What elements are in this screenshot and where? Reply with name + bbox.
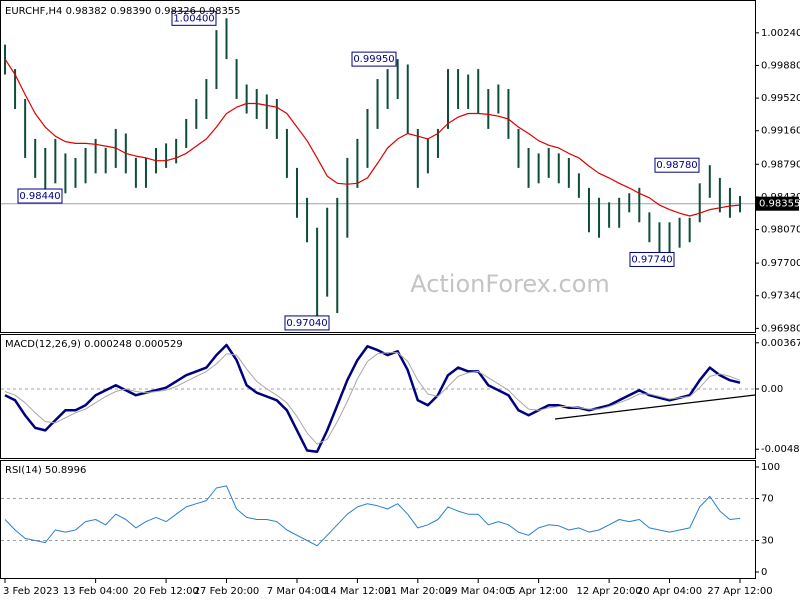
y-tick-label: 30 [761, 536, 774, 547]
price-annotation: 0.97740 [631, 254, 672, 265]
price-annotation: 1.00400 [173, 13, 214, 24]
price-annotation: 0.98440 [19, 191, 60, 202]
y-tick-label: 0.003679 [761, 338, 800, 349]
x-tick-label: 27 Feb 20:00 [194, 586, 260, 597]
pane-title: MACD(12,26,9) 0.000248 0.000529 [5, 339, 183, 350]
price-annotation-box [284, 315, 330, 331]
price-annotation-box [17, 188, 63, 204]
watermark: ActionForex.com [410, 270, 610, 298]
y-tick-label: 1.00240 [761, 28, 800, 39]
y-tick-label: 0.97700 [761, 258, 800, 269]
x-tick-label: 7 Mar 04:00 [267, 586, 327, 597]
x-tick-label: 21 Mar 20:00 [384, 586, 451, 597]
y-tick-label: 0.99880 [761, 60, 800, 71]
x-tick-label: 13 Feb 04:00 [63, 586, 129, 597]
x-tick-label: 20 Feb 12:00 [133, 586, 199, 597]
pane-title: RSI(14) 50.8996 [5, 465, 86, 476]
x-tick-label: 12 Apr 20:00 [577, 586, 642, 597]
price-annotation: 0.99950 [353, 54, 394, 65]
x-tick-label: 20 Apr 04:00 [637, 586, 702, 597]
macd-pane-frame [0, 334, 756, 459]
x-tick-label: 27 Apr 12:00 [707, 586, 772, 597]
price-annotation: 0.98780 [656, 160, 697, 171]
price-annotation: 0.97040 [286, 318, 327, 329]
price-annotation-box [629, 251, 675, 267]
moving-average [4, 58, 741, 217]
last-price-box [756, 196, 799, 211]
last-price-label: 0.98355 [759, 199, 800, 210]
y-tick-label: -0.0048 [761, 444, 800, 455]
price-pane-frame [0, 0, 756, 333]
y-tick-label: 0.00 [761, 384, 783, 395]
y-tick-label: 100 [761, 462, 780, 473]
x-tick-label: 29 Mar 04:00 [445, 586, 512, 597]
y-tick-label: 0.96980 [761, 323, 800, 334]
y-tick-label: 0.99160 [761, 126, 800, 137]
x-tick-label: 5 Apr 12:00 [509, 586, 568, 597]
indicator-line [4, 343, 741, 453]
x-tick-label: 3 Feb 2023 [3, 586, 59, 597]
y-tick-label: 70 [761, 493, 774, 504]
indicator-line [4, 352, 741, 445]
rsi-pane-frame [0, 460, 756, 579]
price-annotation-box [351, 51, 397, 67]
y-tick-label: 0.99520 [761, 93, 800, 104]
trend-line [554, 394, 756, 420]
y-tick-label: 0 [761, 567, 767, 578]
y-tick-label: 0.98070 [761, 225, 800, 236]
indicator-line [4, 485, 741, 547]
price-annotation-box [171, 10, 217, 26]
pane-title: EURCHF,H4 0.98382 0.98390 0.98326 0.9835… [5, 6, 241, 17]
y-tick-label: 0.97340 [761, 291, 800, 302]
price-annotation-box [654, 157, 700, 173]
y-tick-label: 0.98790 [761, 159, 800, 170]
x-tick-label: 14 Mar 12:00 [324, 586, 391, 597]
